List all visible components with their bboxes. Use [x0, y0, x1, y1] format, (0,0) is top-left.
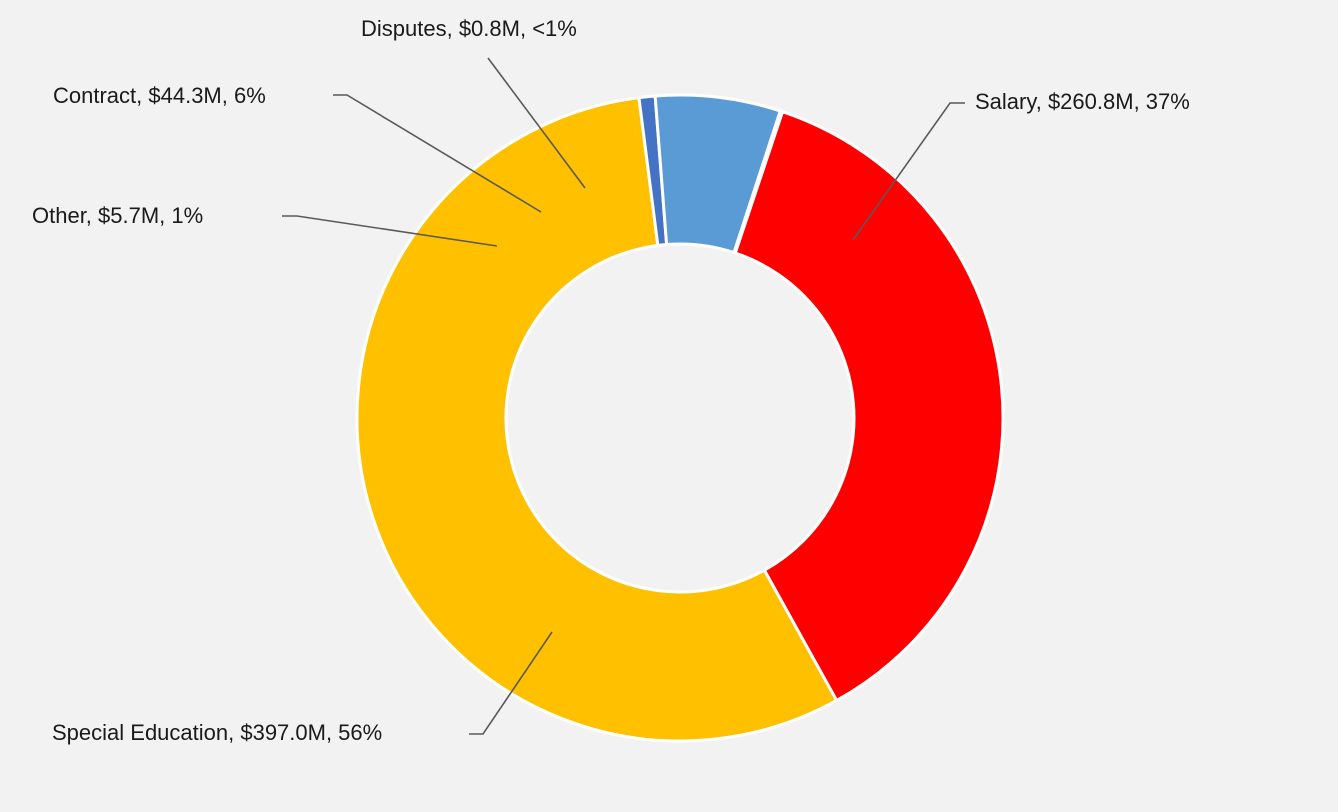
slice-special-education	[355, 95, 839, 743]
leader-line-special-education	[469, 631, 553, 735]
leader-lines-group	[282, 57, 965, 735]
slices-group	[355, 93, 1005, 743]
data-label-salary: Salary, $260.8M, 37%	[975, 89, 1190, 114]
leader-line-contract	[333, 94, 542, 213]
data-label-other: Other, $5.7M, 1%	[32, 203, 203, 228]
data-label-special-education: Special Education, $397.0M, 56%	[52, 720, 382, 745]
leader-line-salary	[852, 102, 965, 241]
leader-line-disputes	[487, 57, 586, 189]
slice-salary	[733, 109, 1005, 703]
slice-disputes	[732, 109, 785, 255]
leader-line-other	[282, 215, 498, 247]
data-label-disputes: Disputes, $0.8M, <1%	[361, 16, 577, 41]
data-label-contract: Contract, $44.3M, 6%	[53, 83, 266, 108]
data-labels-group: Salary, $260.8M, 37% Special Education, $…	[32, 16, 1190, 745]
